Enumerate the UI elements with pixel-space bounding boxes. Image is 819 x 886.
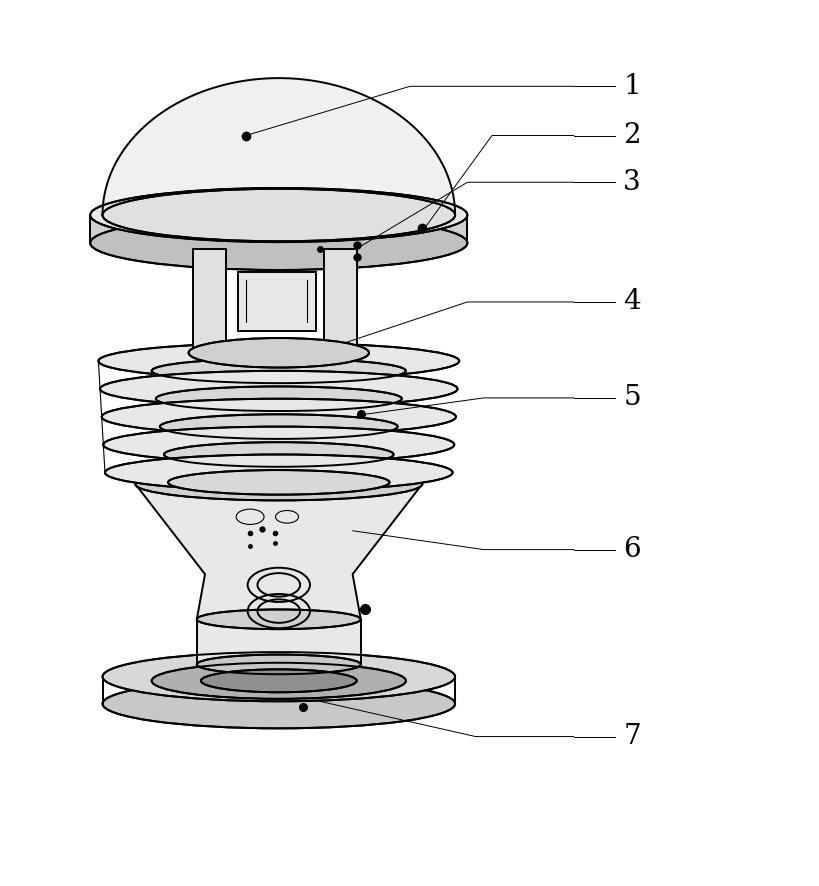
Bar [238, 272, 315, 330]
Ellipse shape [197, 610, 360, 629]
Text: 4: 4 [622, 289, 640, 315]
Ellipse shape [152, 359, 405, 383]
Polygon shape [135, 484, 422, 664]
Ellipse shape [135, 468, 422, 501]
Ellipse shape [197, 655, 360, 674]
Ellipse shape [102, 652, 455, 702]
Ellipse shape [152, 663, 405, 699]
Text: 6: 6 [622, 536, 640, 563]
Ellipse shape [105, 455, 452, 491]
Text: 2: 2 [622, 122, 640, 149]
Text: 3: 3 [622, 168, 640, 196]
Ellipse shape [164, 442, 393, 467]
Ellipse shape [90, 216, 467, 270]
Bar [324, 249, 356, 349]
Ellipse shape [160, 415, 397, 439]
Ellipse shape [156, 386, 401, 411]
Text: 7: 7 [622, 723, 640, 750]
Ellipse shape [102, 399, 455, 435]
Ellipse shape [188, 338, 369, 368]
Text: 5: 5 [622, 385, 640, 411]
Text: 1: 1 [622, 73, 640, 100]
Polygon shape [102, 78, 455, 215]
Ellipse shape [98, 343, 459, 379]
Ellipse shape [102, 189, 455, 241]
Ellipse shape [90, 188, 467, 242]
Ellipse shape [100, 371, 457, 407]
Bar [192, 249, 225, 349]
Ellipse shape [103, 426, 454, 462]
Ellipse shape [102, 680, 455, 728]
Polygon shape [90, 215, 467, 243]
Ellipse shape [201, 669, 356, 692]
Ellipse shape [168, 470, 389, 494]
